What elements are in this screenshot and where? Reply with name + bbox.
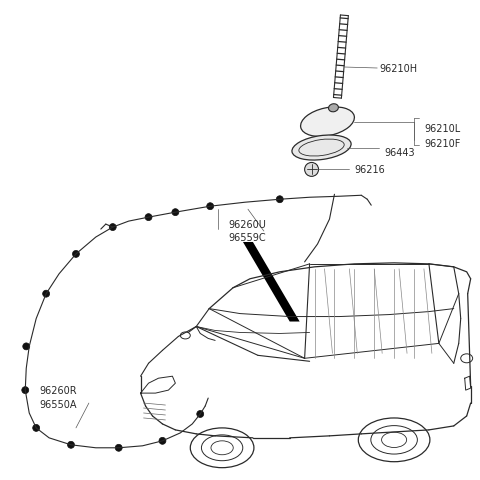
- Circle shape: [197, 411, 204, 418]
- Circle shape: [23, 343, 30, 350]
- Circle shape: [72, 251, 79, 258]
- Circle shape: [22, 387, 29, 394]
- Circle shape: [159, 437, 166, 444]
- Text: 96550A: 96550A: [39, 399, 77, 409]
- Circle shape: [207, 204, 214, 210]
- Ellipse shape: [328, 105, 338, 112]
- Circle shape: [43, 290, 49, 298]
- Circle shape: [172, 209, 179, 216]
- Text: 96210F: 96210F: [424, 138, 460, 148]
- Circle shape: [305, 163, 319, 177]
- Text: 96210L: 96210L: [424, 123, 460, 133]
- Polygon shape: [243, 242, 300, 322]
- Text: 96216: 96216: [354, 165, 385, 175]
- Text: 96260R: 96260R: [39, 385, 77, 396]
- Circle shape: [33, 424, 40, 432]
- Circle shape: [68, 442, 74, 448]
- Circle shape: [276, 196, 283, 204]
- Circle shape: [145, 214, 152, 221]
- Ellipse shape: [292, 136, 351, 161]
- Text: 96210H: 96210H: [379, 64, 417, 74]
- Ellipse shape: [300, 108, 354, 137]
- Circle shape: [115, 444, 122, 451]
- Circle shape: [109, 224, 116, 231]
- Text: 96443: 96443: [384, 147, 415, 157]
- Text: 96260U: 96260U: [228, 220, 266, 229]
- Text: 96559C: 96559C: [228, 232, 266, 242]
